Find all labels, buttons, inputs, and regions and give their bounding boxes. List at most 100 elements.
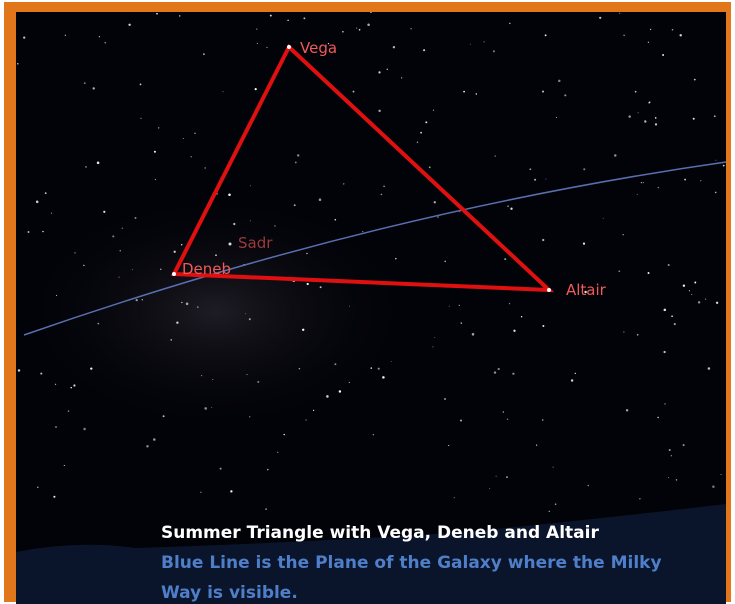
background-star xyxy=(349,305,350,307)
background-star xyxy=(380,193,383,196)
background-star xyxy=(647,272,650,274)
background-star xyxy=(628,115,631,118)
background-star xyxy=(545,178,547,180)
background-star xyxy=(37,486,39,488)
background-star xyxy=(170,339,172,341)
background-star xyxy=(40,372,43,375)
background-star xyxy=(715,159,717,161)
background-star xyxy=(657,416,659,419)
background-star xyxy=(555,116,557,118)
background-star xyxy=(254,88,257,91)
background-star xyxy=(705,298,707,300)
background-star xyxy=(245,313,247,315)
background-star xyxy=(73,384,76,387)
background-star xyxy=(444,260,446,263)
background-star xyxy=(249,416,251,418)
background-star xyxy=(146,445,149,448)
background-star xyxy=(358,29,361,31)
background-star xyxy=(623,331,625,333)
background-star xyxy=(173,250,176,253)
background-star xyxy=(219,467,222,470)
background-star xyxy=(103,210,106,213)
background-star xyxy=(249,220,251,222)
background-star xyxy=(564,94,567,97)
star-sadr xyxy=(228,242,232,246)
background-star xyxy=(425,121,428,124)
background-star xyxy=(334,218,337,221)
background-star xyxy=(180,243,183,246)
background-star xyxy=(448,305,450,307)
background-star xyxy=(55,294,58,296)
background-star xyxy=(372,434,375,436)
background-star xyxy=(548,510,551,513)
star-label: Vega xyxy=(300,39,337,57)
star-field xyxy=(17,12,725,513)
background-star xyxy=(390,360,392,362)
background-star xyxy=(200,491,202,493)
background-star xyxy=(420,131,423,134)
background-star xyxy=(667,263,670,267)
background-star xyxy=(664,403,666,405)
background-star xyxy=(287,19,289,22)
background-star xyxy=(326,395,329,398)
background-star xyxy=(265,508,267,510)
star-label: Deneb xyxy=(182,260,231,278)
background-star xyxy=(713,115,716,118)
background-star xyxy=(623,34,625,37)
background-star xyxy=(318,198,322,201)
background-star xyxy=(342,30,344,33)
background-star xyxy=(50,212,52,214)
background-star xyxy=(348,381,350,384)
background-star xyxy=(211,406,213,408)
background-star xyxy=(410,28,412,30)
background-star xyxy=(85,166,87,168)
background-star xyxy=(459,419,463,422)
background-star xyxy=(647,41,650,43)
background-star xyxy=(536,444,538,446)
sky-view: Vega Deneb Altair Sadr Summer Triangle w… xyxy=(16,12,726,604)
background-star xyxy=(283,433,285,436)
background-star xyxy=(27,231,30,233)
background-star xyxy=(23,36,26,39)
background-star xyxy=(506,418,509,421)
background-star xyxy=(691,293,693,295)
background-star xyxy=(257,380,260,383)
background-star xyxy=(625,409,629,412)
background-star xyxy=(444,398,446,400)
background-star xyxy=(554,503,557,505)
background-star xyxy=(352,90,355,93)
background-star xyxy=(269,14,272,17)
background-star xyxy=(654,117,657,119)
background-star xyxy=(266,46,268,49)
background-star xyxy=(74,252,76,254)
background-star xyxy=(529,168,532,171)
background-star xyxy=(636,334,639,336)
background-star xyxy=(53,495,56,498)
background-star xyxy=(97,322,100,325)
background-star xyxy=(684,178,687,181)
background-star xyxy=(383,185,385,188)
background-star xyxy=(667,477,669,479)
background-star xyxy=(541,90,545,93)
background-star xyxy=(128,23,131,27)
background-star xyxy=(469,43,471,45)
background-star xyxy=(215,254,217,256)
background-star xyxy=(233,222,236,226)
background-star xyxy=(637,112,639,114)
background-star xyxy=(654,123,658,126)
background-star xyxy=(475,93,477,95)
background-star xyxy=(306,252,308,255)
background-star xyxy=(246,373,248,376)
background-star xyxy=(542,325,545,327)
background-star xyxy=(156,12,158,15)
background-star xyxy=(489,487,491,489)
background-star xyxy=(534,178,537,181)
background-star xyxy=(671,315,673,318)
background-star xyxy=(502,411,504,413)
background-star xyxy=(688,290,690,292)
background-star xyxy=(204,167,206,169)
background-star xyxy=(614,154,617,157)
background-star xyxy=(622,233,624,236)
background-star xyxy=(634,90,637,93)
background-star xyxy=(639,498,641,500)
